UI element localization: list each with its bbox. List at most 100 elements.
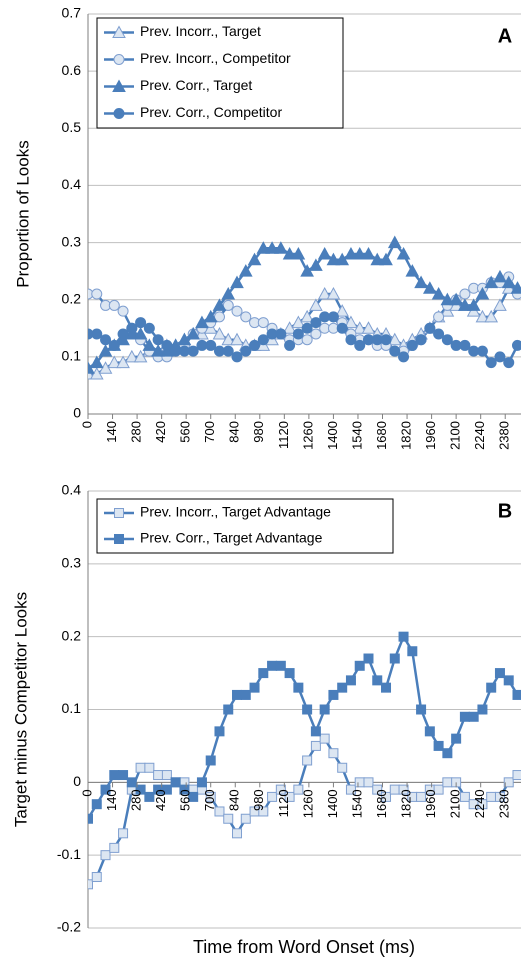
marker — [144, 791, 155, 802]
marker — [108, 299, 120, 311]
marker — [284, 339, 296, 351]
marker — [88, 879, 93, 890]
marker — [309, 258, 323, 271]
marker — [151, 344, 165, 357]
marker — [387, 235, 402, 249]
marker — [494, 668, 505, 679]
marker — [108, 339, 120, 351]
marker — [424, 322, 436, 334]
marker — [476, 345, 488, 357]
marker — [258, 668, 269, 679]
marker — [310, 740, 321, 751]
marker — [327, 311, 339, 323]
marker — [389, 345, 401, 357]
x-tick-label: 0 — [79, 789, 94, 796]
marker — [247, 252, 262, 266]
panel-label: B — [498, 500, 512, 522]
marker — [319, 733, 330, 744]
x-tick-label: 1960 — [423, 789, 438, 818]
y-tick-label: 0.2 — [62, 290, 82, 306]
marker — [161, 770, 172, 781]
marker — [109, 770, 120, 781]
marker — [407, 646, 418, 657]
marker — [503, 675, 514, 686]
marker — [301, 334, 313, 346]
marker — [161, 784, 172, 795]
marker — [326, 286, 341, 300]
marker — [124, 349, 139, 363]
marker — [100, 334, 112, 346]
marker — [222, 345, 234, 357]
marker — [458, 298, 472, 311]
marker — [301, 322, 313, 334]
marker — [459, 288, 471, 300]
x-tick-label: 560 — [178, 421, 193, 443]
marker — [398, 631, 409, 642]
marker — [302, 704, 313, 715]
marker — [512, 770, 521, 781]
marker — [486, 682, 497, 693]
marker — [221, 332, 236, 346]
marker — [337, 762, 348, 773]
marker — [249, 682, 260, 693]
x-tick-label: 1260 — [300, 421, 315, 450]
x-tick-label: 980 — [251, 421, 266, 443]
x-tick-label: 1960 — [423, 421, 438, 450]
marker — [205, 755, 216, 766]
marker — [231, 351, 243, 363]
marker — [501, 275, 516, 289]
marker — [475, 286, 490, 300]
marker — [302, 755, 313, 766]
marker — [152, 334, 164, 346]
marker — [257, 334, 269, 346]
marker — [293, 784, 304, 795]
marker — [230, 332, 244, 346]
marker — [354, 660, 365, 671]
marker — [431, 286, 446, 300]
marker — [468, 711, 479, 722]
y-axis-label: Proportion of Looks — [13, 140, 32, 287]
marker — [433, 311, 445, 323]
marker — [232, 828, 243, 839]
marker — [354, 339, 366, 351]
marker — [510, 281, 521, 294]
marker — [300, 309, 314, 323]
marker — [440, 292, 455, 306]
x-tick-label: 1120 — [276, 789, 291, 817]
marker — [475, 309, 490, 323]
series-group — [88, 235, 521, 380]
marker — [326, 252, 341, 266]
marker — [257, 317, 269, 329]
marker — [135, 317, 147, 329]
marker — [275, 784, 286, 795]
x-tick-label: 1120 — [276, 421, 291, 449]
x-tick-label: 980 — [251, 789, 266, 811]
marker — [381, 791, 392, 802]
marker — [187, 345, 199, 357]
marker — [230, 275, 244, 289]
marker — [212, 298, 227, 311]
x-tick-label: 140 — [104, 421, 119, 443]
marker — [511, 339, 521, 351]
marker — [112, 25, 126, 38]
x-tick-label: 140 — [104, 789, 119, 811]
marker — [486, 791, 497, 802]
marker — [451, 733, 462, 744]
x-tick-label: 700 — [202, 421, 217, 443]
legend-label: Prev. Corr., Target Advantage — [140, 530, 323, 546]
marker — [415, 334, 427, 346]
y-tick-label: 0.1 — [62, 348, 82, 364]
marker — [433, 740, 444, 751]
x-tick-label: 1540 — [349, 421, 364, 450]
y-tick-label: 0.7 — [62, 5, 82, 21]
x-tick-label: 840 — [227, 421, 242, 443]
marker — [328, 689, 339, 700]
y-axis-label: Target minus Competitor Looks — [11, 592, 30, 827]
marker — [179, 784, 190, 795]
marker — [405, 264, 420, 277]
x-tick-label: 840 — [227, 789, 242, 811]
marker — [249, 339, 261, 351]
y-tick-label: 0.4 — [62, 176, 82, 192]
marker — [240, 813, 251, 824]
x-tick-label: 1540 — [349, 789, 364, 818]
